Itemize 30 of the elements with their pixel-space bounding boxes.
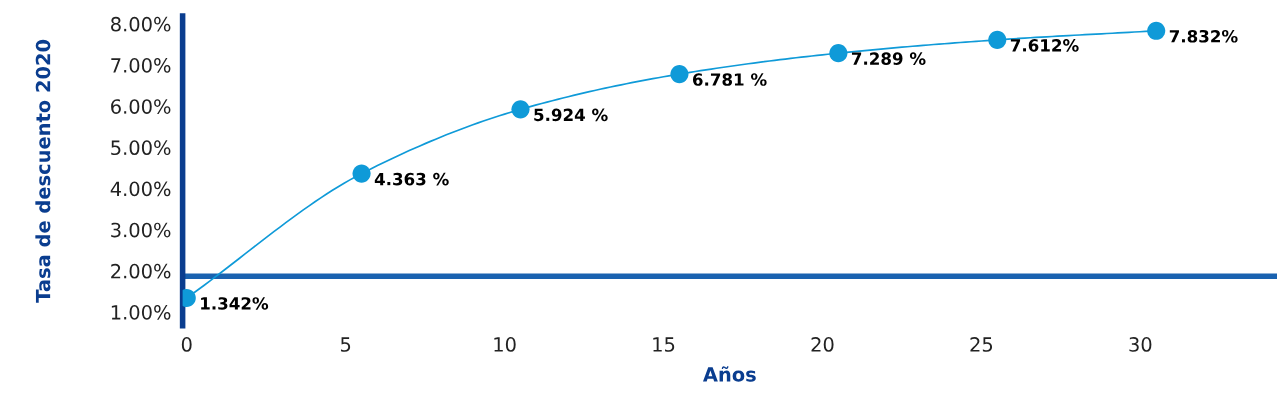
data-label: 7.612% [1010,39,1079,52]
x-axis-title: Años [702,366,756,382]
y-tick-label: 7.00% [111,58,171,73]
point [829,44,848,63]
y-axis-title: Tasa de descuento 2020 [35,39,51,303]
point [988,30,1007,49]
x-tick-label: 30 [1129,337,1152,352]
point [1147,21,1166,40]
y-tick-label: 8.00% [111,16,171,32]
x-tick-label: 0 [181,337,192,352]
x-tick-label: 10 [494,337,516,352]
y-tick-label: 3.00% [111,222,171,238]
data-label: 1.342% [201,297,269,310]
y-tick-label: 6.00% [111,99,171,114]
data-label: 7.832% [1169,29,1238,43]
data-label: 7.289 % [851,52,926,65]
point [352,164,371,183]
y-tick-label: 4.00% [110,181,171,197]
x-tick-label: 15 [653,337,675,352]
x-tick-label: 25 [970,337,993,352]
x-tick-label: 20 [811,337,834,352]
point [511,100,530,119]
data-label: 5.924 % [534,108,608,122]
y-tick-label: 5.00% [111,140,171,156]
data-label: 6.781 % [692,73,767,86]
y-tick-label: 2.00% [111,263,171,279]
y-tick-label: 1.00% [111,304,171,320]
point [670,65,689,84]
x-tick-label: 5 [340,337,351,352]
data-label: 4.363 % [374,172,449,186]
